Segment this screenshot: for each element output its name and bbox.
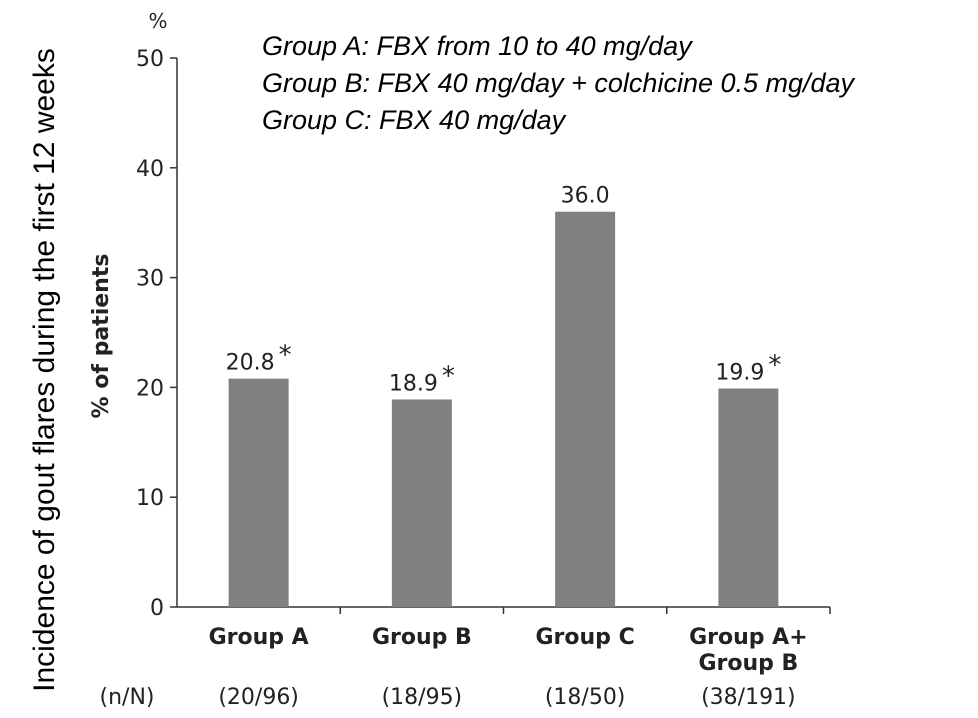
bar-value-label: 19.9 * xyxy=(715,350,781,385)
category-label: Group B xyxy=(698,651,798,676)
bar xyxy=(555,211,616,607)
y-tick-label: 50 xyxy=(136,47,164,72)
y-axis-title: % of patients xyxy=(89,254,114,419)
legend-group-a: Group A: FBX from 10 to 40 mg/day xyxy=(262,31,693,61)
significance-star: * xyxy=(279,341,292,371)
significance-star: * xyxy=(768,350,781,380)
category-label: Group C xyxy=(536,625,635,650)
bars xyxy=(228,211,779,607)
legend-group-c: Group C: FBX 40 mg/day xyxy=(262,105,567,135)
y-tick-label: 20 xyxy=(136,376,164,401)
count-label: (38/191) xyxy=(701,685,796,710)
bar xyxy=(718,388,779,607)
counts-header: (n/N) xyxy=(100,685,155,710)
y-axis: 0 10 20 30 40 50 xyxy=(136,47,178,621)
bar xyxy=(391,399,452,607)
category-label: Group A xyxy=(209,625,309,650)
count-label: (20/96) xyxy=(218,685,299,710)
y-tick-label: 10 xyxy=(136,486,164,511)
category-label: Group B xyxy=(372,625,472,650)
bar-value-label: 18.9 * xyxy=(389,361,455,396)
y-tick-label: 40 xyxy=(136,157,164,182)
value-labels: 20.8 * 18.9 * 36.0 19.9 * xyxy=(226,184,782,397)
category-label: Group A+ xyxy=(689,625,808,650)
legend-group-b: Group B: FBX 40 mg/day + colchicine 0.5 … xyxy=(262,68,856,98)
bar-value-label: 36.0 xyxy=(561,184,610,209)
bar-value-label: 20.8 * xyxy=(226,341,292,376)
bar xyxy=(228,378,289,607)
count-labels: (n/N) (20/96) (18/95) (18/50) (38/191) xyxy=(100,685,796,710)
category-labels: Group A Group B Group C Group A+Group B xyxy=(209,625,808,676)
y-axis-unit: % xyxy=(148,9,167,33)
count-label: (18/95) xyxy=(382,685,463,710)
count-label: (18/50) xyxy=(545,685,626,710)
legend: Group A: FBX from 10 to 40 mg/day Group … xyxy=(262,31,856,135)
significance-star: * xyxy=(442,361,455,391)
y-tick-label: 30 xyxy=(136,267,164,292)
y-tick-label: 0 xyxy=(150,596,164,621)
outer-y-axis-title: Incidence of gout flares during the firs… xyxy=(28,48,61,692)
x-axis xyxy=(177,606,831,614)
